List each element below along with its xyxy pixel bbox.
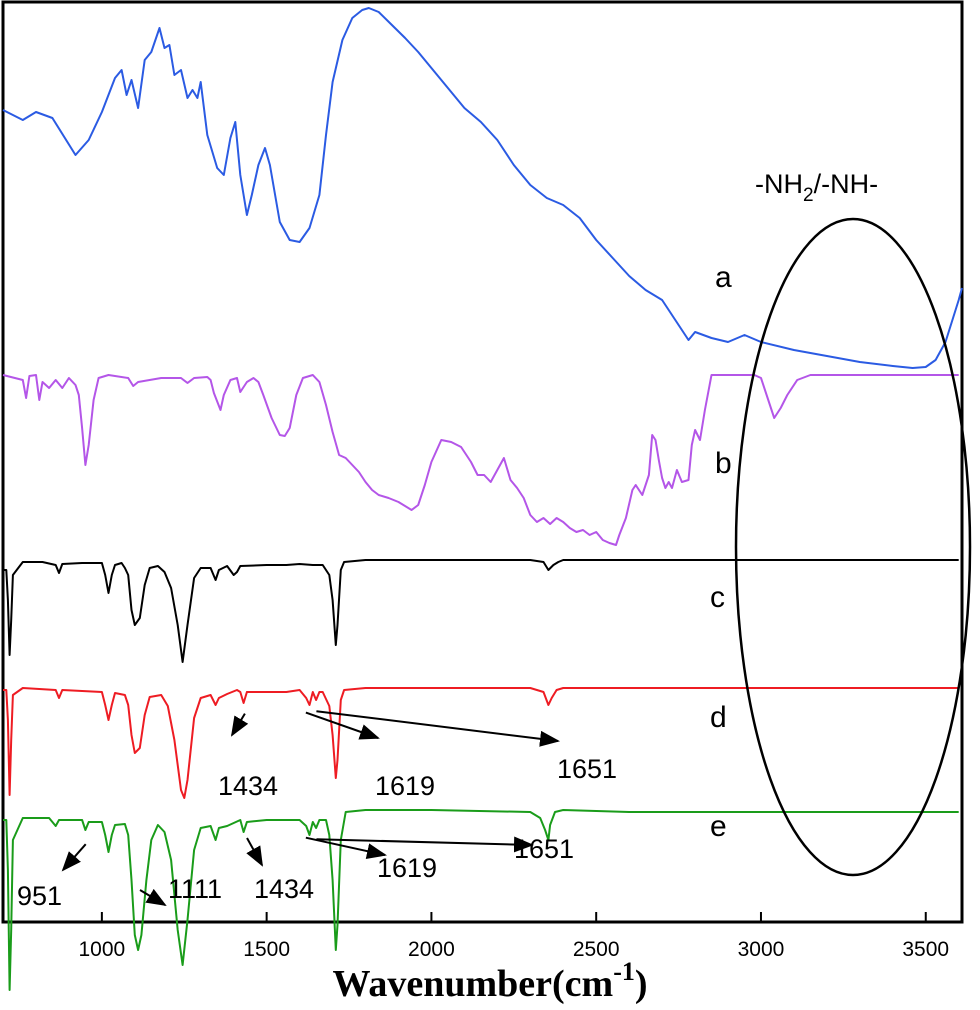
curve-label-layer: a b c d e [710,261,732,843]
series-b-line [2,374,959,546]
x-tick-label-2000: 2000 [408,938,455,961]
curve-label-a: a [715,261,732,294]
series-c-line [3,559,959,663]
curve-label-e: e [710,810,727,843]
annotation-label-e-1651: 1651 [514,834,574,864]
annotation-arrow-e-1111 [139,888,167,907]
x-tick-label-1000: 1000 [79,938,126,961]
annotation-label-d-1434: 1434 [218,771,278,801]
annotation-arrow-d-1651 [316,710,560,747]
plot-frame [1,0,964,924]
annotation-label-d-1619: 1619 [375,771,435,801]
annotation-arrow-e-1619 [305,836,387,859]
series-a-line [2,7,963,369]
x-tick-label-3500: 3500 [902,938,949,961]
annotation-arrow-e-951 [61,843,87,872]
curve-label-c: c [710,581,725,614]
annotation-arrow-d-1619 [305,711,380,740]
amine-region-ellipse [734,217,972,877]
curve-label-b: b [715,447,732,480]
annotation-label-e-951: 951 [17,881,62,911]
annotation-label-e-1619: 1619 [377,853,437,883]
x-tick-label-2500: 2500 [573,938,620,961]
x-tick-label-3000: 3000 [738,938,785,961]
annotation-arrow-e-1434 [246,837,263,867]
x-axis-ticks: 1000 1500 2000 2500 3000 3500 [79,912,949,961]
x-axis-label: Wavenumber(cm-1) [332,957,647,1005]
annotation-label-e-1434: 1434 [254,874,314,904]
annotation-label-d-1651: 1651 [557,754,617,784]
series-e-line [3,809,959,991]
annotation-label-e-1111: 1111 [168,874,222,904]
annotation-layer: 1434 1619 1651 951 1111 1434 1619 1651 [17,710,617,911]
annotation-arrow-d-1434 [230,713,249,737]
annotation-arrow-e-1651 [316,836,534,853]
series-layer [2,7,963,991]
curve-label-d: d [710,701,727,734]
x-tick-label-1500: 1500 [243,938,290,961]
series-d-line [3,687,959,799]
amine-region-label: -NH2/-NH- [755,169,878,206]
